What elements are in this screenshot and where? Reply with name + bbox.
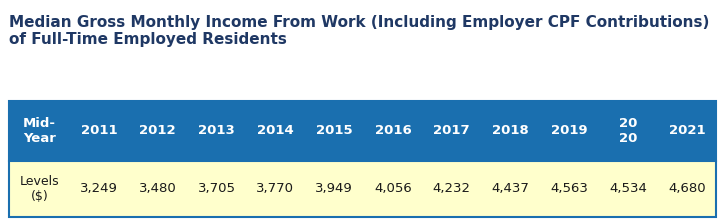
Text: 2012: 2012 bbox=[139, 124, 176, 137]
Text: 3,770: 3,770 bbox=[257, 182, 294, 195]
Text: 2014: 2014 bbox=[257, 124, 294, 137]
Text: 2021: 2021 bbox=[668, 124, 705, 137]
Text: 20
20: 20 20 bbox=[619, 117, 637, 145]
Text: 3,480: 3,480 bbox=[139, 182, 177, 195]
Text: Levels
($): Levels ($) bbox=[20, 175, 59, 203]
FancyBboxPatch shape bbox=[9, 101, 716, 161]
Text: 2017: 2017 bbox=[434, 124, 470, 137]
Text: 3,249: 3,249 bbox=[80, 182, 118, 195]
Text: 2019: 2019 bbox=[551, 124, 588, 137]
Text: 3,949: 3,949 bbox=[315, 182, 353, 195]
Text: 4,680: 4,680 bbox=[668, 182, 705, 195]
Text: 4,534: 4,534 bbox=[609, 182, 647, 195]
Text: 4,437: 4,437 bbox=[492, 182, 529, 195]
Text: Median Gross Monthly Income From Work (Including Employer CPF Contributions)
of : Median Gross Monthly Income From Work (I… bbox=[9, 15, 710, 47]
Text: 2013: 2013 bbox=[198, 124, 235, 137]
Text: 4,056: 4,056 bbox=[374, 182, 412, 195]
Text: 2016: 2016 bbox=[375, 124, 411, 137]
Text: 4,563: 4,563 bbox=[550, 182, 588, 195]
FancyBboxPatch shape bbox=[9, 161, 716, 217]
Text: 2018: 2018 bbox=[492, 124, 529, 137]
Text: 2011: 2011 bbox=[80, 124, 117, 137]
Text: 2015: 2015 bbox=[316, 124, 352, 137]
Text: 3,705: 3,705 bbox=[198, 182, 236, 195]
Text: Mid-
Year: Mid- Year bbox=[23, 117, 56, 145]
Text: 4,232: 4,232 bbox=[433, 182, 471, 195]
